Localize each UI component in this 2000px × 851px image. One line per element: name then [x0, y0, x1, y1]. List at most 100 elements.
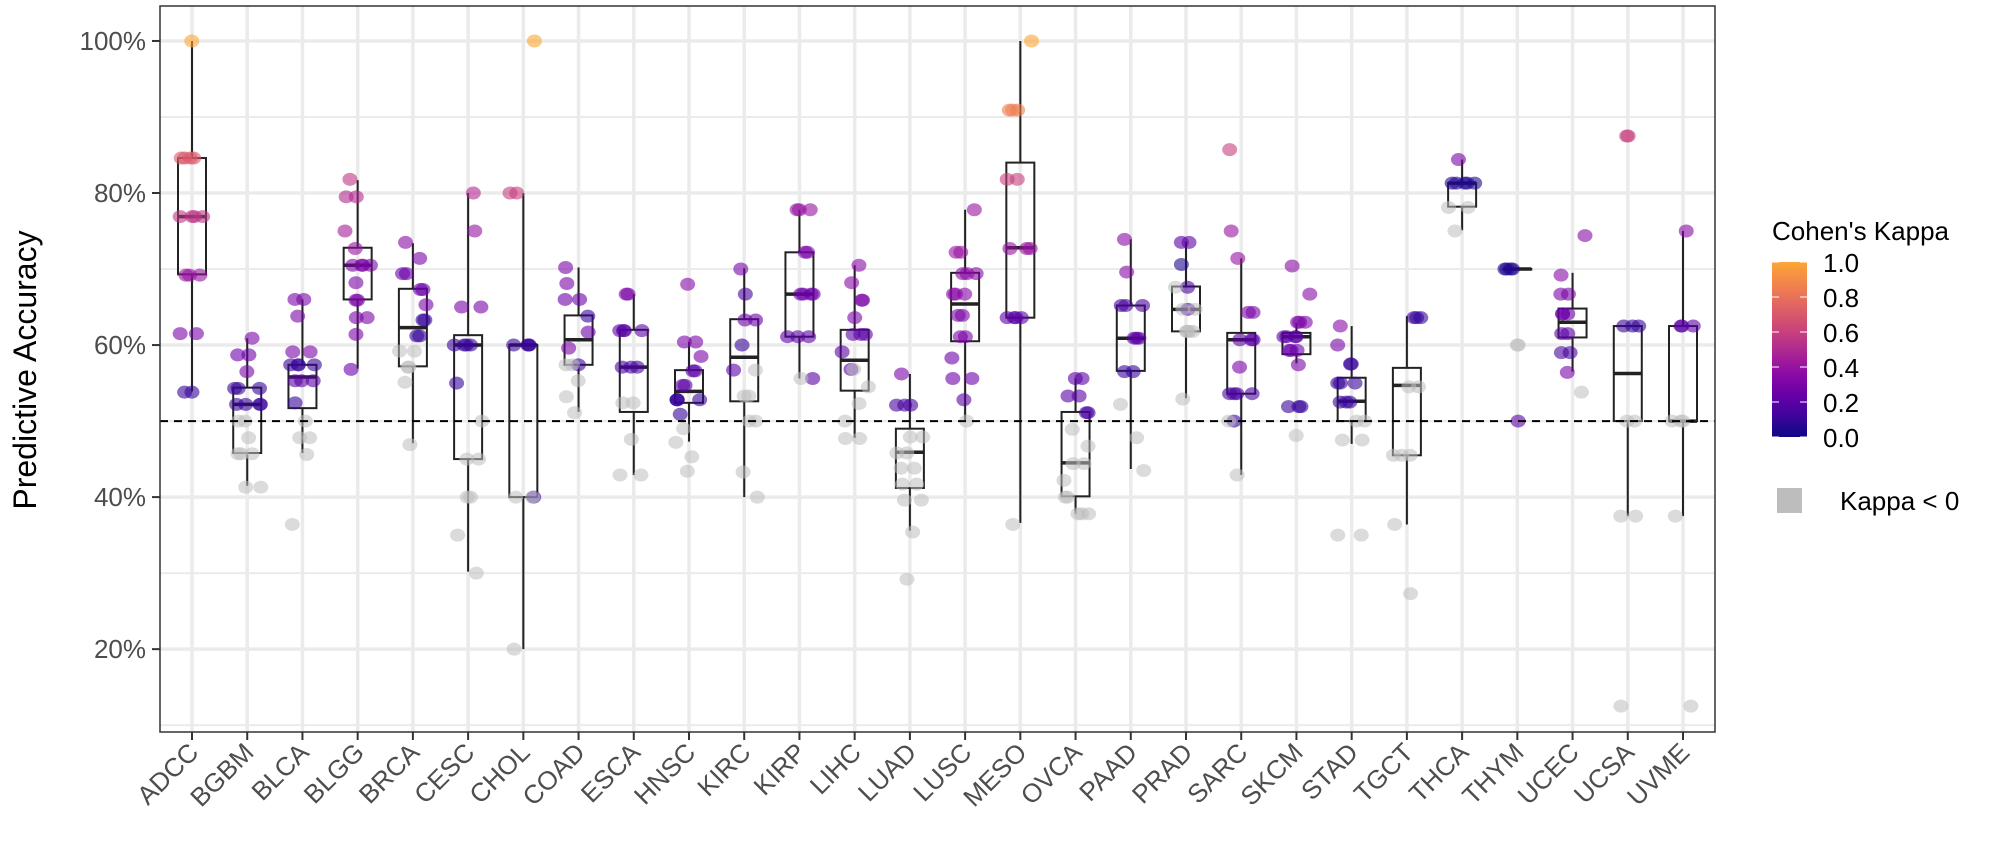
y-tick-label: 20%	[94, 634, 146, 664]
point	[791, 203, 807, 217]
point	[557, 292, 573, 306]
point-kappa-negative	[749, 490, 765, 504]
point-kappa-negative	[1175, 302, 1191, 316]
point	[558, 261, 574, 275]
point-kappa-negative	[913, 493, 929, 507]
point	[737, 287, 753, 301]
point	[1022, 242, 1038, 256]
point-kappa-negative	[612, 468, 628, 482]
point-kappa-negative	[450, 528, 466, 542]
point	[188, 327, 204, 341]
point-kappa-negative	[1387, 517, 1403, 531]
point-kappa-negative	[1354, 433, 1370, 447]
x-tick-label: CESC	[408, 737, 480, 809]
point-kappa-negative	[406, 344, 422, 358]
point	[795, 287, 811, 301]
point	[1685, 319, 1701, 333]
point	[398, 267, 414, 281]
y-tick-label: 40%	[94, 482, 146, 512]
point-kappa-negative	[1440, 200, 1456, 214]
point	[1135, 299, 1151, 313]
colorbar-tick-label: 0.0	[1823, 423, 1859, 453]
point	[306, 358, 322, 372]
point	[1347, 376, 1363, 390]
point	[680, 277, 696, 291]
point	[1173, 235, 1189, 249]
x-tick-label: COAD	[516, 737, 590, 811]
point-kappa-negative	[676, 422, 692, 436]
point-kappa-negative	[570, 374, 586, 388]
point-kappa-negative	[1229, 468, 1245, 482]
point	[294, 374, 310, 388]
point	[1067, 372, 1083, 386]
point	[726, 363, 742, 377]
point-kappa-negative	[1330, 528, 1346, 542]
point	[1678, 224, 1694, 238]
point	[473, 300, 489, 314]
point	[347, 242, 363, 256]
point	[348, 276, 364, 290]
point	[959, 267, 975, 281]
point	[1330, 338, 1346, 352]
point	[620, 287, 636, 301]
point	[1240, 305, 1256, 319]
point	[184, 34, 200, 48]
points-layer	[172, 34, 1701, 713]
x-tick-label: STAD	[1295, 737, 1364, 806]
point	[693, 349, 709, 363]
point	[1577, 229, 1593, 243]
point	[345, 258, 361, 272]
point-kappa-negative	[525, 490, 541, 504]
point	[343, 362, 359, 376]
point	[506, 338, 522, 352]
point	[748, 313, 764, 327]
point-kappa-negative	[1460, 200, 1476, 214]
point-kappa-negative	[1334, 433, 1350, 447]
point	[1113, 299, 1129, 313]
point	[561, 341, 577, 355]
point	[415, 283, 431, 297]
point	[1560, 327, 1576, 341]
point	[467, 224, 483, 238]
point	[1071, 389, 1087, 403]
point-kappa-negative	[506, 642, 522, 656]
point-kappa-negative	[244, 447, 260, 461]
point	[348, 311, 364, 325]
point	[685, 364, 701, 378]
point-kappa-negative	[1112, 397, 1128, 411]
x-tick-label: LUAD	[852, 737, 922, 807]
point	[1232, 333, 1248, 347]
point-kappa-negative	[1410, 380, 1426, 394]
point-kappa-negative	[959, 414, 975, 428]
x-tick-label: SKCM	[1234, 737, 1308, 811]
point-kappa-negative	[1057, 490, 1073, 504]
point-kappa-negative	[567, 406, 583, 420]
point-kappa-negative	[1510, 338, 1526, 352]
point-kappa-negative	[899, 572, 915, 586]
y-tick-label: 60%	[94, 330, 146, 360]
colorbar-tick-label: 0.8	[1823, 283, 1859, 313]
point	[1117, 232, 1133, 246]
point	[1559, 365, 1575, 379]
point	[172, 327, 188, 341]
point	[1222, 143, 1238, 157]
point-kappa-negative	[302, 431, 318, 445]
point	[412, 251, 428, 265]
x-tick-label: PRAD	[1126, 737, 1198, 809]
point-kappa-negative	[241, 431, 257, 445]
point-kappa-negative	[852, 432, 868, 446]
point	[1293, 400, 1309, 414]
point	[945, 372, 961, 386]
point-kappa-negative	[679, 464, 695, 478]
point-kappa-negative	[837, 414, 853, 428]
point	[458, 338, 474, 352]
point	[230, 348, 246, 362]
point-kappa-negative	[459, 452, 475, 466]
point	[1560, 307, 1576, 321]
point	[1002, 242, 1018, 256]
point	[1343, 357, 1359, 371]
point-kappa-negative	[1005, 517, 1021, 531]
point-kappa-negative	[902, 430, 918, 444]
colorbar-tick-label: 0.2	[1823, 388, 1859, 418]
